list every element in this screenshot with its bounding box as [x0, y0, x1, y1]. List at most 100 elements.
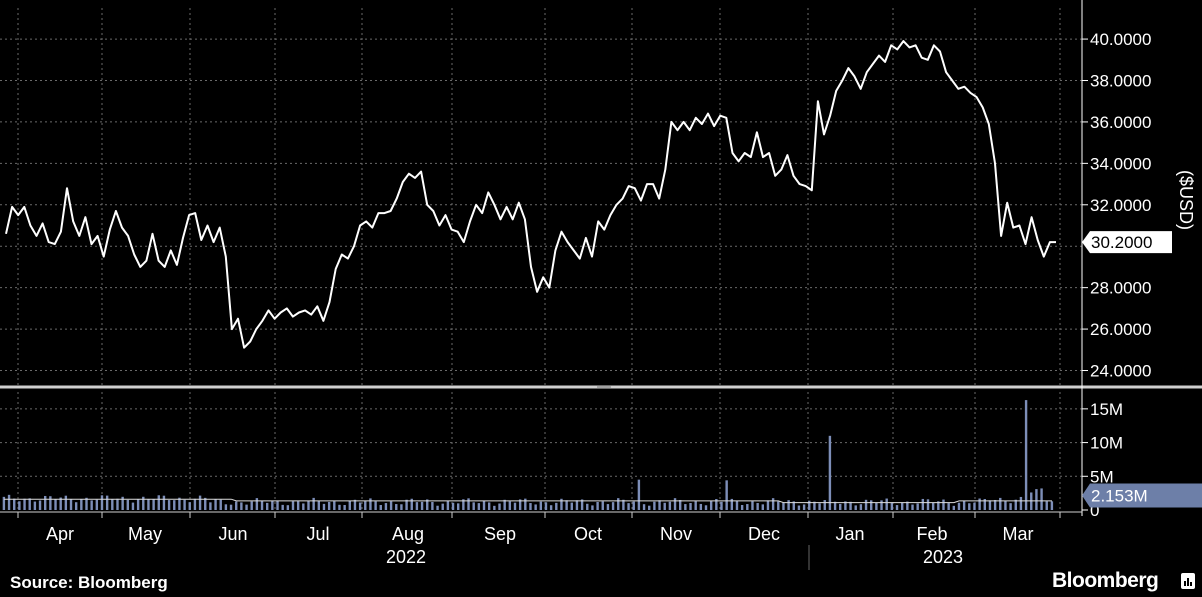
volume-bar — [69, 499, 73, 510]
volume-bar — [839, 503, 842, 510]
volume-bar — [544, 502, 548, 510]
volume-bar — [250, 501, 253, 510]
volume-bar — [245, 504, 248, 510]
y-tick-label: 38.0000 — [1090, 72, 1151, 91]
volume-bar — [632, 501, 635, 510]
y-tick-label: 24.0000 — [1090, 362, 1151, 381]
volume-bar — [539, 501, 543, 510]
x-month-label: Jul — [306, 524, 329, 544]
axes: 40.0000 38.0000 36.0000 34.0000 32.0000 28.00… — [0, 0, 1202, 570]
x-month-label: Aug — [392, 524, 424, 544]
volume-bar — [875, 502, 878, 510]
volume-bar — [281, 504, 284, 510]
volume-bar — [627, 503, 630, 510]
source-label: Source: Bloomberg — [10, 573, 168, 592]
volume-bar — [214, 499, 217, 510]
x-month-label: Jan — [835, 524, 864, 544]
volume-bar — [95, 499, 99, 510]
volume-bar — [348, 500, 351, 510]
volume-bar — [978, 498, 981, 510]
volume-bar — [580, 499, 584, 510]
volume-bar — [787, 500, 790, 510]
volume-bar — [80, 499, 83, 510]
volume-bar — [766, 500, 770, 510]
volume-tick-label: 15M — [1090, 400, 1123, 419]
volume-bar — [142, 496, 145, 510]
volume-bar — [1014, 499, 1017, 510]
volume-bar — [369, 498, 372, 510]
volume-panel — [2, 400, 1054, 510]
volume-bar — [395, 504, 398, 510]
volume-bar — [333, 501, 336, 510]
volume-bar — [462, 499, 465, 510]
volume-bar — [152, 499, 155, 510]
volume-bar — [560, 498, 563, 510]
volume-bar — [296, 501, 300, 510]
volume-bar — [622, 499, 625, 510]
volume-bar — [198, 495, 202, 510]
volume-bar — [33, 501, 37, 510]
volume-bar — [219, 499, 222, 510]
volume-bar — [44, 495, 47, 510]
volume-bar — [271, 500, 274, 510]
volume-bar — [1040, 488, 1043, 510]
volume-bar — [100, 495, 104, 510]
volume-bar — [534, 504, 537, 510]
volume-bar — [54, 499, 57, 510]
volume-bar — [746, 504, 749, 510]
volume-bar — [415, 502, 419, 510]
last-price-label: 30.2000 — [1091, 233, 1152, 252]
volume-bar — [2, 496, 6, 510]
volume-bar — [518, 499, 522, 510]
volume-bar — [436, 505, 439, 510]
volume-bar — [235, 501, 238, 510]
volume-bar — [487, 502, 491, 510]
x-month-label: Oct — [574, 524, 602, 544]
volume-bar — [880, 500, 883, 510]
volume-bar — [735, 500, 739, 510]
volume-bar — [136, 499, 140, 510]
grid — [0, 8, 1082, 510]
bloomberg-logo: Bloomberg — [1052, 569, 1159, 592]
volume-average-line — [4, 498, 1052, 504]
volume-bar — [689, 502, 692, 510]
volume-bar — [379, 504, 382, 510]
volume-bar — [684, 504, 687, 510]
volume-bar — [286, 505, 290, 510]
volume-bar — [648, 505, 651, 510]
volume-bar — [864, 499, 868, 510]
volume-bar — [828, 435, 832, 510]
x-month-label: May — [128, 524, 162, 544]
volume-bar — [307, 500, 310, 510]
volume-bar — [49, 496, 52, 510]
bloomberg-chart-icon — [1181, 573, 1195, 589]
volume-bar — [157, 495, 160, 510]
volume-bar — [601, 501, 604, 510]
volume-bar — [105, 495, 109, 510]
volume-bar — [529, 503, 532, 510]
volume-bar — [818, 503, 821, 510]
volume-bar — [1024, 400, 1028, 510]
volume-bar — [513, 502, 517, 510]
volume-bar — [338, 504, 341, 510]
volume-bar — [813, 501, 816, 510]
y-tick-label: 36.0000 — [1090, 113, 1151, 132]
volume-bar — [384, 503, 388, 510]
volume-bar — [906, 501, 909, 510]
x-month-label: Jun — [218, 524, 247, 544]
volume-bar — [973, 502, 976, 510]
x-month-label: Feb — [916, 524, 947, 544]
volume-bar — [1050, 501, 1054, 510]
volume-bar — [1004, 500, 1007, 510]
volume-bar — [617, 498, 620, 510]
volume-bar — [431, 502, 434, 510]
volume-bar — [162, 495, 166, 510]
volume-bar — [642, 504, 646, 510]
volume-tick-label: 10M — [1090, 434, 1123, 453]
volume-bar — [606, 504, 610, 510]
volume-bar — [312, 497, 315, 510]
volume-bar — [85, 497, 88, 510]
volume-bar — [983, 499, 986, 510]
volume-bar — [962, 500, 966, 510]
volume-bar — [389, 501, 393, 510]
